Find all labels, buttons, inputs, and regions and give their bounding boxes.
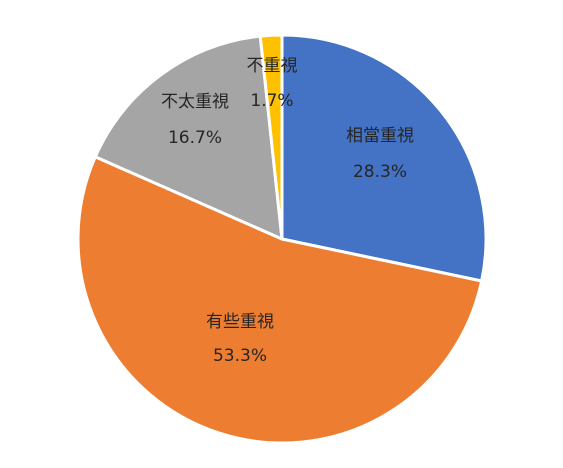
slice-value-label: 53.3% [213, 346, 267, 366]
pie-slice [258, 33, 284, 240]
pie-slice [280, 33, 488, 283]
pie-slice [76, 154, 484, 445]
slice-value-label: 1.7% [250, 91, 293, 111]
slice-value-label: 28.3% [353, 162, 407, 182]
slice-category-label: 有些重視 [206, 312, 274, 332]
slice-category-label: 不太重視 [161, 92, 229, 112]
slice-category-label: 不重視 [247, 56, 298, 76]
slice-category-label: 相當重視 [346, 126, 414, 146]
slice-value-label: 16.7% [168, 128, 222, 148]
pie-slice [93, 34, 284, 242]
